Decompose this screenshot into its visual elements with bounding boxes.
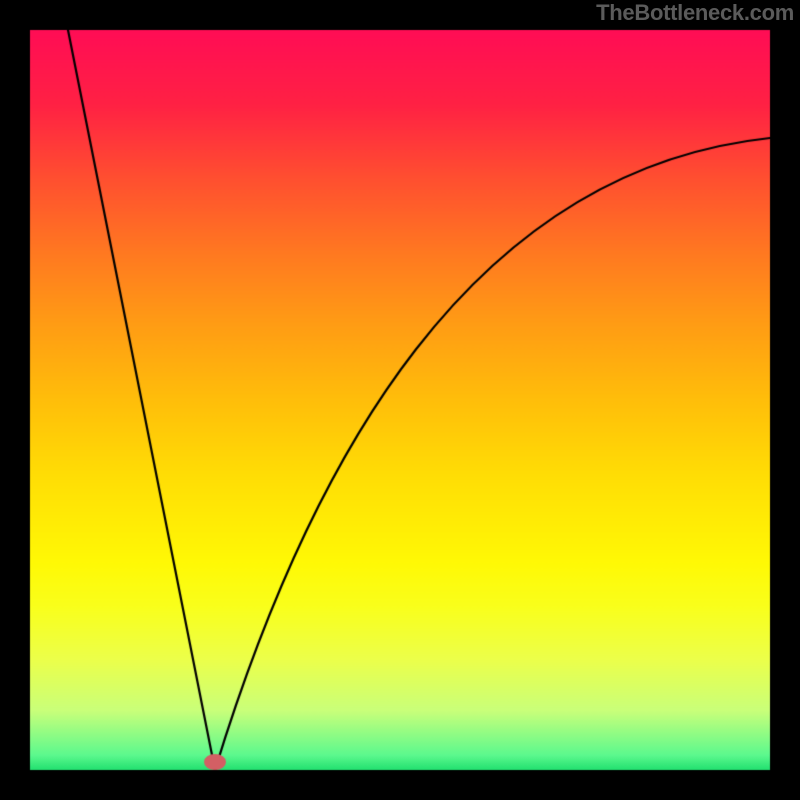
bottleneck-chart-canvas bbox=[0, 0, 800, 800]
watermark-label: TheBottleneck.com bbox=[596, 0, 794, 26]
